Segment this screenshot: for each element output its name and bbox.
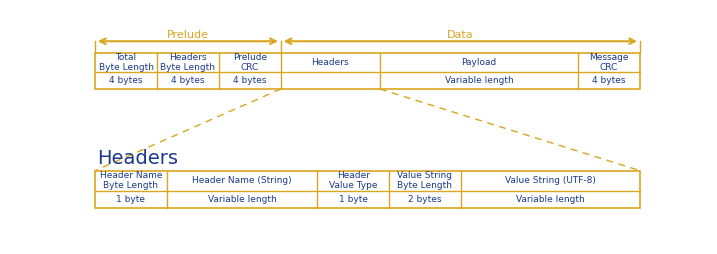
- Text: 4 bytes: 4 bytes: [109, 76, 143, 85]
- Text: Prelude: Prelude: [167, 30, 209, 40]
- Text: Payload: Payload: [461, 58, 497, 67]
- Text: 4 bytes: 4 bytes: [171, 76, 204, 85]
- Text: Variable length: Variable length: [445, 76, 513, 85]
- Text: Headers
Byte Length: Headers Byte Length: [161, 53, 215, 72]
- Text: Headers: Headers: [98, 149, 179, 168]
- Text: 1 byte: 1 byte: [338, 195, 368, 204]
- Text: Header
Value Type: Header Value Type: [329, 171, 377, 190]
- Text: Total
Byte Length: Total Byte Length: [98, 53, 153, 72]
- Bar: [95, 171, 640, 208]
- Text: Prelude
CRC: Prelude CRC: [233, 53, 267, 72]
- Text: 4 bytes: 4 bytes: [592, 76, 626, 85]
- Text: Value String (UTF-8): Value String (UTF-8): [505, 176, 596, 185]
- Text: Value String
Byte Length: Value String Byte Length: [397, 171, 452, 190]
- Text: Header Name (String): Header Name (String): [192, 176, 292, 185]
- Text: 2 bytes: 2 bytes: [408, 195, 442, 204]
- Text: Variable length: Variable length: [208, 195, 276, 204]
- Text: Variable length: Variable length: [516, 195, 584, 204]
- Text: Header Name
Byte Length: Header Name Byte Length: [100, 171, 162, 190]
- Text: Data: Data: [447, 30, 474, 40]
- Bar: [95, 53, 640, 89]
- Text: 1 byte: 1 byte: [116, 195, 146, 204]
- Text: Message
CRC: Message CRC: [589, 53, 629, 72]
- Text: 4 bytes: 4 bytes: [233, 76, 267, 85]
- Text: Headers: Headers: [311, 58, 349, 67]
